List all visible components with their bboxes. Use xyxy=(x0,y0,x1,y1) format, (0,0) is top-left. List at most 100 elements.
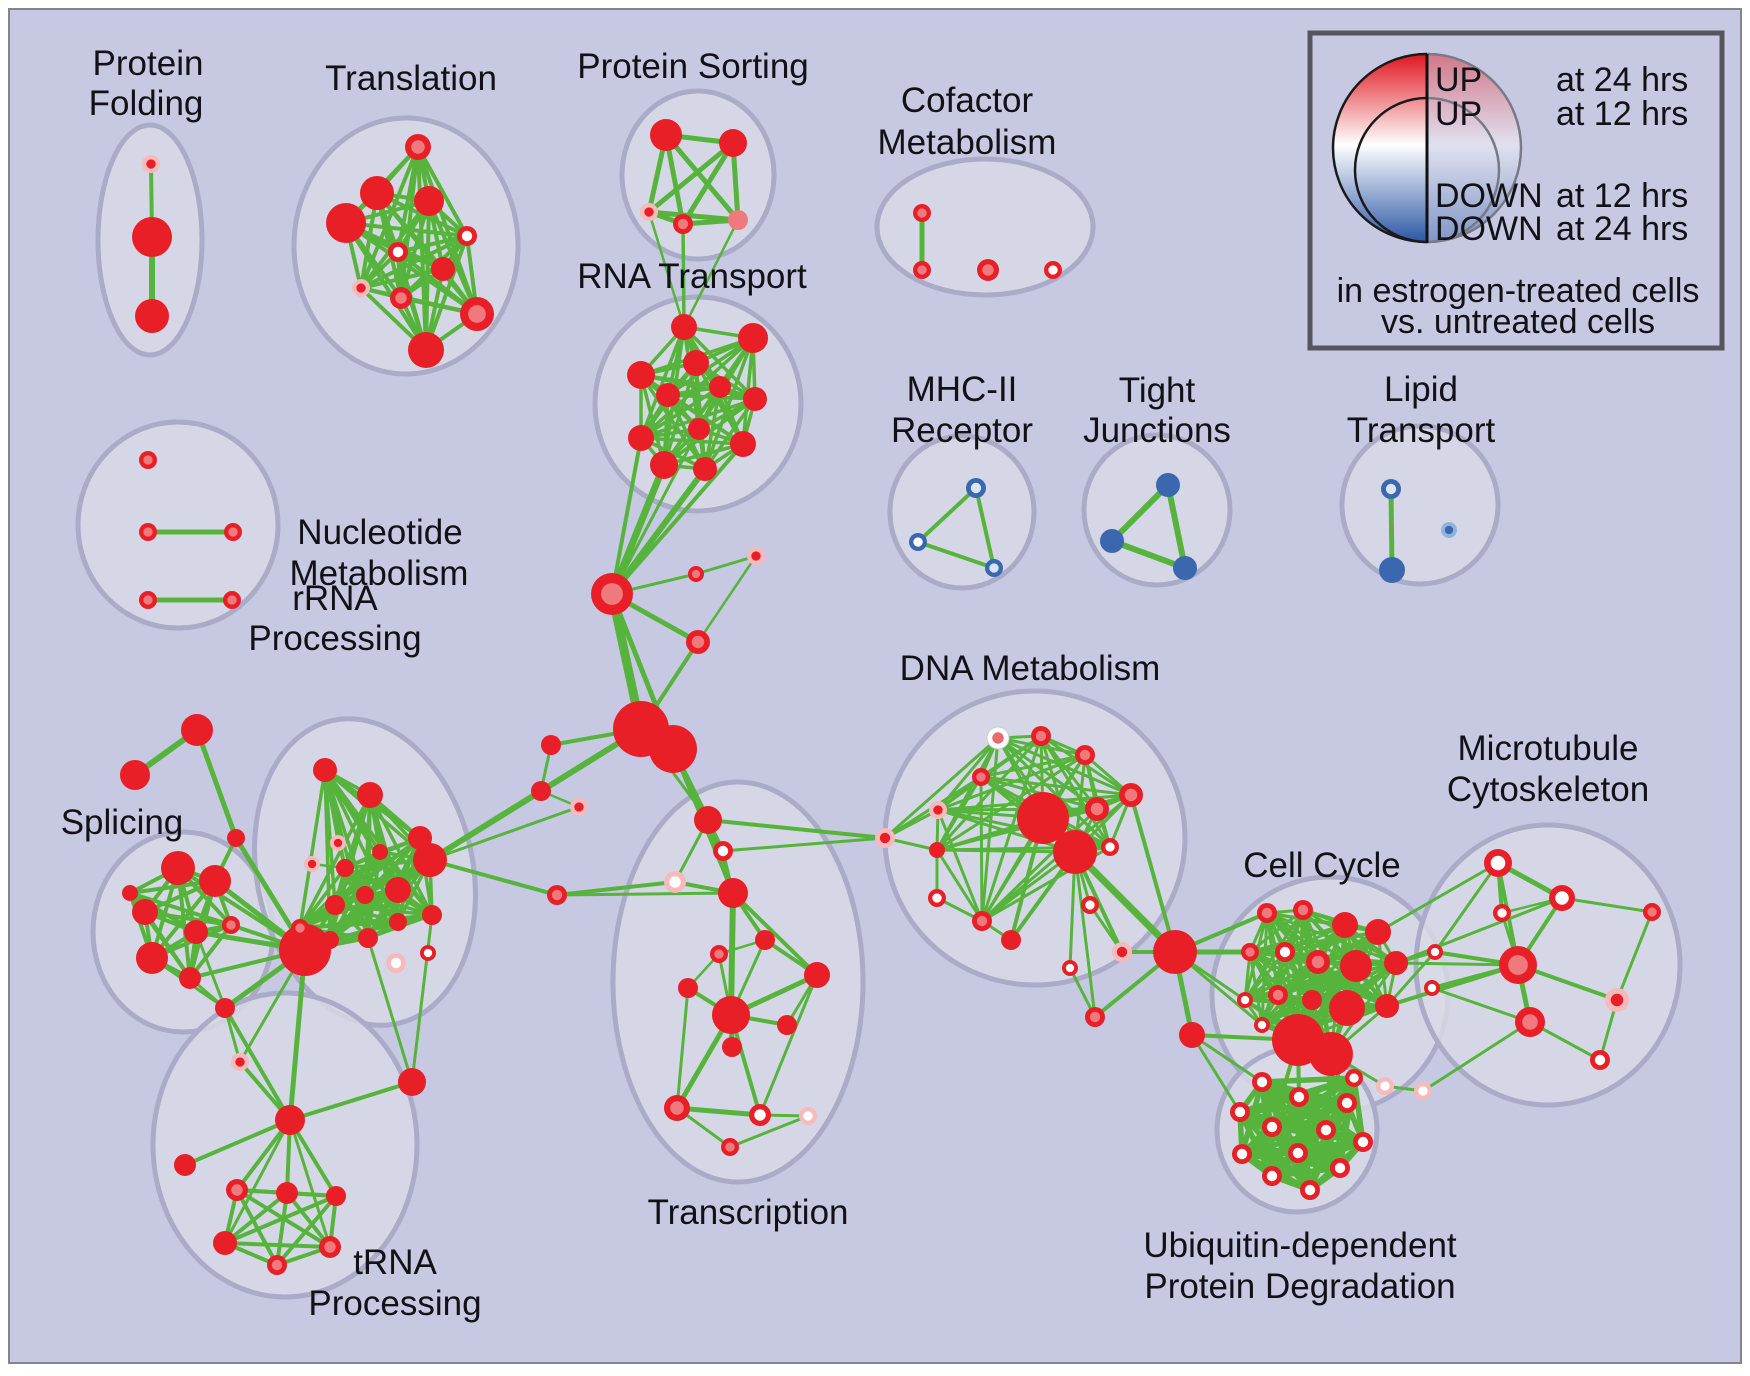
gene-node[interactable] xyxy=(223,591,241,609)
gene-node[interactable] xyxy=(388,242,408,262)
gene-node[interactable] xyxy=(1081,896,1099,914)
gene-node[interactable] xyxy=(728,210,748,230)
gene-node[interactable] xyxy=(358,928,378,948)
gene-node[interactable] xyxy=(325,895,345,915)
gene-node[interactable] xyxy=(664,871,686,893)
gene-node[interactable] xyxy=(1605,988,1629,1012)
gene-node[interactable] xyxy=(139,591,157,609)
gene-node[interactable] xyxy=(722,1037,742,1057)
gene-node[interactable] xyxy=(683,350,709,376)
gene-node[interactable] xyxy=(184,920,208,944)
gene-node[interactable] xyxy=(120,760,150,790)
gene-node[interactable] xyxy=(1340,950,1372,982)
gene-node[interactable] xyxy=(749,1104,771,1126)
gene-node[interactable] xyxy=(1044,261,1062,279)
gene-node[interactable] xyxy=(1062,960,1078,976)
gene-node[interactable] xyxy=(213,1231,237,1255)
gene-node[interactable] xyxy=(1262,1166,1282,1186)
gene-node[interactable] xyxy=(1379,557,1405,583)
gene-node[interactable] xyxy=(227,829,245,847)
gene-node[interactable] xyxy=(686,630,710,654)
gene-node[interactable] xyxy=(570,798,588,816)
gene-node[interactable] xyxy=(291,919,309,937)
gene-node[interactable] xyxy=(966,478,986,498)
gene-node[interactable] xyxy=(718,878,748,908)
gene-node[interactable] xyxy=(1156,473,1180,497)
gene-node[interactable] xyxy=(1381,479,1401,499)
gene-node[interactable] xyxy=(777,1015,797,1035)
gene-node[interactable] xyxy=(875,828,895,848)
gene-node[interactable] xyxy=(799,1107,817,1125)
gene-node[interactable] xyxy=(1053,830,1097,874)
gene-node[interactable] xyxy=(1375,994,1399,1018)
gene-node[interactable] xyxy=(132,217,172,257)
gene-node[interactable] xyxy=(1376,1077,1394,1095)
gene-node[interactable] xyxy=(928,889,946,907)
gene-node[interactable] xyxy=(132,899,158,925)
gene-node[interactable] xyxy=(688,418,710,440)
gene-node[interactable] xyxy=(326,203,366,243)
gene-node[interactable] xyxy=(319,1236,341,1258)
gene-node[interactable] xyxy=(398,1068,426,1096)
gene-node[interactable] xyxy=(1153,930,1197,974)
gene-node[interactable] xyxy=(1173,556,1197,580)
gene-node[interactable] xyxy=(405,134,431,160)
gene-node[interactable] xyxy=(710,945,728,963)
gene-node[interactable] xyxy=(1365,919,1391,945)
gene-node[interactable] xyxy=(709,376,731,398)
gene-node[interactable] xyxy=(650,119,682,151)
gene-node[interactable] xyxy=(420,945,436,961)
gene-node[interactable] xyxy=(304,856,320,872)
gene-node[interactable] xyxy=(1262,1117,1282,1137)
gene-node[interactable] xyxy=(422,905,442,925)
gene-node[interactable] xyxy=(1427,944,1443,960)
gene-node[interactable] xyxy=(972,768,990,786)
gene-node[interactable] xyxy=(1332,912,1358,938)
gene-node[interactable] xyxy=(408,332,444,368)
gene-node[interactable] xyxy=(719,129,747,157)
gene-node[interactable] xyxy=(804,962,830,988)
gene-node[interactable] xyxy=(929,801,947,819)
gene-node[interactable] xyxy=(372,844,388,860)
gene-node[interactable] xyxy=(199,865,231,897)
gene-node[interactable] xyxy=(1257,903,1277,923)
gene-node[interactable] xyxy=(649,725,697,773)
gene-node[interactable] xyxy=(678,978,698,998)
gene-node[interactable] xyxy=(1306,950,1330,974)
gene-node[interactable] xyxy=(531,781,551,801)
gene-node[interactable] xyxy=(352,279,370,297)
gene-node[interactable] xyxy=(721,1138,739,1156)
gene-node[interactable] xyxy=(673,214,693,234)
gene-node[interactable] xyxy=(389,913,407,931)
gene-node[interactable] xyxy=(1590,1050,1610,1070)
gene-node[interactable] xyxy=(1017,792,1069,844)
gene-node[interactable] xyxy=(972,911,992,931)
gene-node[interactable] xyxy=(656,383,680,407)
gene-node[interactable] xyxy=(179,967,201,989)
gene-node[interactable] xyxy=(330,835,346,851)
gene-node[interactable] xyxy=(279,924,331,976)
gene-node[interactable] xyxy=(1329,990,1365,1026)
gene-node[interactable] xyxy=(909,533,927,551)
gene-node[interactable] xyxy=(743,387,767,411)
gene-node[interactable] xyxy=(413,843,447,877)
gene-node[interactable] xyxy=(541,735,561,755)
gene-node[interactable] xyxy=(730,431,756,457)
gene-node[interactable] xyxy=(385,877,411,903)
gene-node[interactable] xyxy=(1112,942,1132,962)
gene-node[interactable] xyxy=(985,559,1003,577)
gene-node[interactable] xyxy=(650,451,678,479)
gene-node[interactable] xyxy=(1289,1087,1309,1107)
gene-node[interactable] xyxy=(356,886,374,904)
gene-node[interactable] xyxy=(360,176,394,210)
gene-node[interactable] xyxy=(122,885,138,901)
gene-node[interactable] xyxy=(390,287,412,309)
gene-node[interactable] xyxy=(326,1186,346,1206)
gene-node[interactable] xyxy=(431,257,455,281)
gene-node[interactable] xyxy=(1075,745,1095,765)
gene-node[interactable] xyxy=(414,186,444,216)
gene-node[interactable] xyxy=(986,726,1010,750)
gene-node[interactable] xyxy=(712,996,750,1034)
gene-node[interactable] xyxy=(693,457,717,481)
gene-node[interactable] xyxy=(1241,943,1259,961)
